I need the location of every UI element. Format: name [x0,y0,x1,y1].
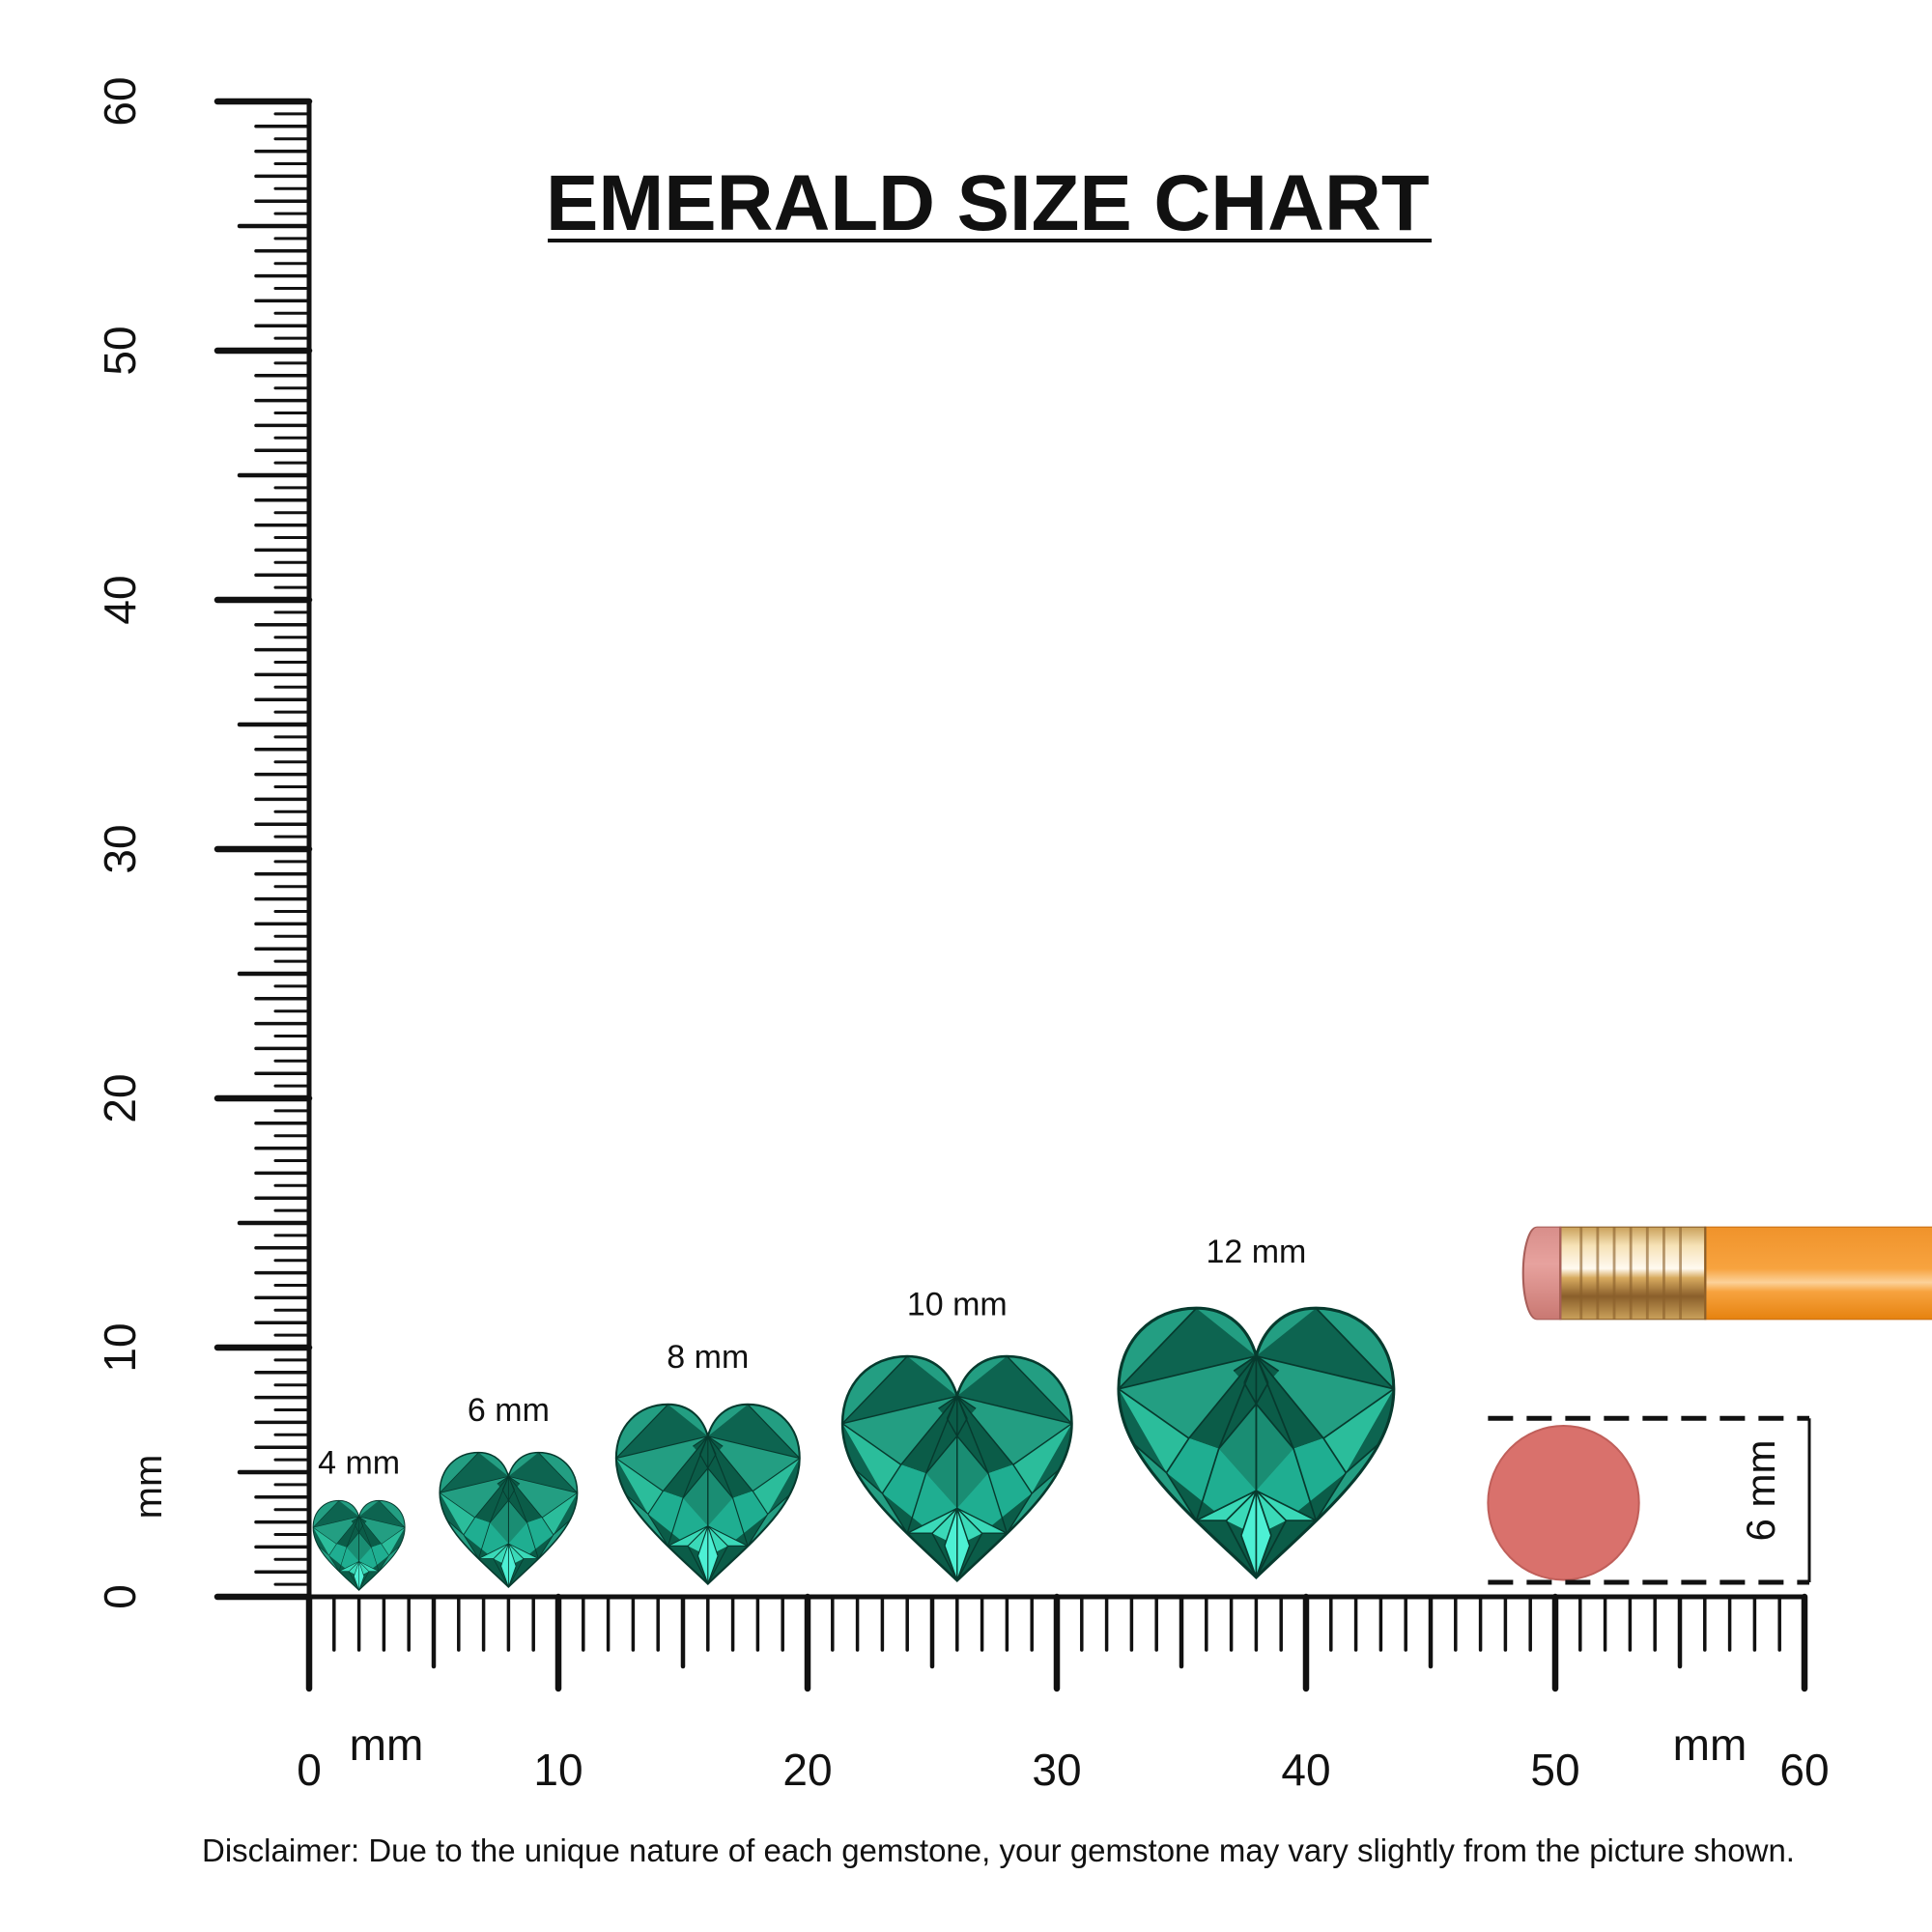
svg-text:30: 30 [1032,1745,1081,1795]
svg-text:30: 30 [95,824,145,873]
svg-text:12 mm: 12 mm [1206,1234,1306,1270]
svg-text:20: 20 [782,1745,832,1795]
svg-text:mm: mm [1673,1719,1747,1770]
svg-text:40: 40 [1281,1745,1330,1795]
svg-text:20: 20 [95,1073,145,1122]
svg-text:0: 0 [95,1584,145,1609]
svg-text:mm: mm [350,1719,424,1770]
svg-text:60: 60 [95,76,145,126]
svg-text:6 mm: 6 mm [468,1392,550,1429]
svg-text:4 mm: 4 mm [318,1445,400,1482]
svg-text:50: 50 [95,326,145,375]
svg-text:50: 50 [1530,1745,1579,1795]
svg-text:mm: mm [128,1455,170,1520]
svg-text:60: 60 [1779,1745,1829,1795]
svg-text:6 mm: 6 mm [1738,1440,1783,1542]
svg-text:10: 10 [533,1745,582,1795]
svg-text:40: 40 [95,575,145,624]
svg-text:10: 10 [95,1322,145,1372]
svg-text:8 mm: 8 mm [667,1339,749,1376]
svg-text:10 mm: 10 mm [907,1287,1008,1323]
svg-text:0: 0 [297,1745,322,1795]
